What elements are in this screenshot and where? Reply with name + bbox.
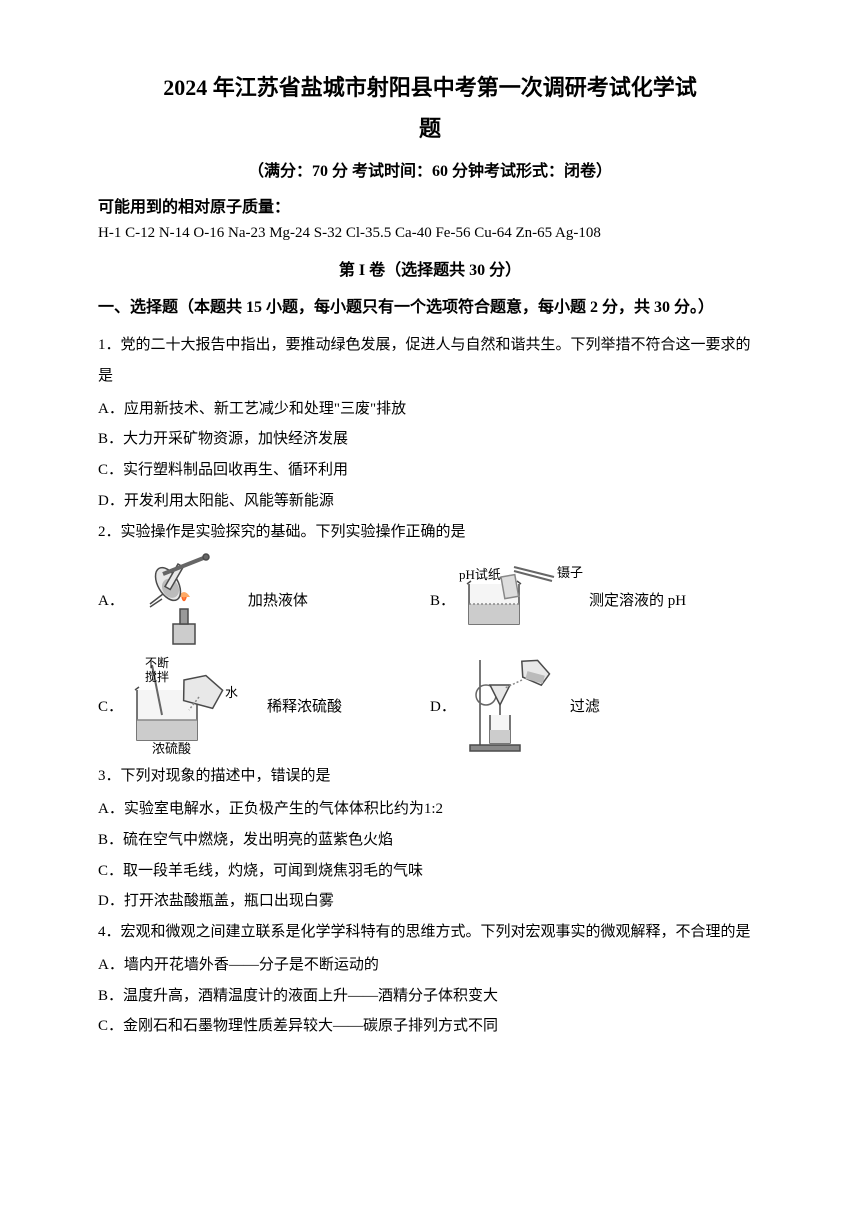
q4-option-c: C．金刚石和石墨物理性质差异较大——碳原子排列方式不同 xyxy=(98,1011,762,1042)
q4-stem: 4．宏观和微观之间建立联系是化学学科特有的思维方式。下列对宏观事实的微观解释，不… xyxy=(98,917,762,948)
filter-diagram xyxy=(460,655,570,755)
exam-title-line2: 题 xyxy=(98,111,762,143)
stir-label-2: 搅拌 xyxy=(145,669,169,684)
q2-option-d: D． 过滤 xyxy=(430,655,762,755)
q1-option-a: A．应用新技术、新工艺减少和处理"三废"排放 xyxy=(98,394,762,425)
dilute-acid-diagram: 不断 搅拌 水 浓硫酸 xyxy=(127,655,267,755)
acid-label: 浓硫酸 xyxy=(152,741,191,755)
q4-option-a: A．墙内开花墙外香——分子是不断运动的 xyxy=(98,950,762,981)
q2-option-a: A． 加热液体 xyxy=(98,549,430,649)
q3-stem: 3．下列对现象的描述中，错误的是 xyxy=(98,761,762,792)
q2-c-desc: 稀释浓硫酸 xyxy=(267,695,342,716)
atomic-mass-label: 可能用到的相对原子质量： xyxy=(98,193,762,217)
stir-label-1: 不断 xyxy=(145,655,169,670)
q3-option-c: C．取一段羊毛线，灼烧，可闻到烧焦羽毛的气味 xyxy=(98,856,762,887)
ph-paper-label: pH试纸 xyxy=(459,567,501,582)
q2-c-label: C． xyxy=(98,695,123,716)
tweezers-label: 镊子 xyxy=(557,565,583,580)
q3-option-a: A．实验室电解水，正负极产生的气体体积比约为1:2 xyxy=(98,794,762,825)
q2-b-desc: 测定溶液的 pH xyxy=(589,589,686,610)
q2-d-desc: 过滤 xyxy=(570,695,600,716)
q4-option-b: B．温度升高，酒精温度计的液面上升——酒精分子体积变大 xyxy=(98,981,762,1012)
q2-a-label: A． xyxy=(98,589,124,610)
q2-option-c: C． 不断 搅拌 水 浓硫酸 稀释浓硫酸 xyxy=(98,655,430,755)
section-header: 第 I 卷（选择题共 30 分） xyxy=(98,256,762,280)
q1-option-d: D．开发利用太阳能、风能等新能源 xyxy=(98,486,762,517)
q3-option-b: B．硫在空气中燃烧，发出明亮的蓝紫色火焰 xyxy=(98,825,762,856)
q1-option-c: C．实行塑料制品回收再生、循环利用 xyxy=(98,455,762,486)
exam-title-line1: 2024 年江苏省盐城市射阳县中考第一次调研考试化学试 xyxy=(98,70,762,105)
ph-test-diagram: pH试纸 镊子 xyxy=(459,559,589,639)
atomic-mass-values: H-1 C-12 N-14 O-16 Na-23 Mg-24 S-32 Cl-3… xyxy=(98,225,762,242)
q2-row-cd: C． 不断 搅拌 水 浓硫酸 稀释浓硫酸 D． xyxy=(98,655,762,755)
section-title: 一、选择题（本题共 15 小题，每小题只有一个选项符合题意，每小题 2 分，共 … xyxy=(98,292,762,324)
exam-info: （满分：70 分 考试时间：60 分钟考试形式：闭卷） xyxy=(98,157,762,181)
q2-d-label: D． xyxy=(430,695,456,716)
heating-liquid-diagram xyxy=(128,549,248,649)
water-label: 水 xyxy=(225,685,238,700)
q2-row-ab: A． 加热液体 B． xyxy=(98,549,762,649)
q1-option-b: B．大力开采矿物资源，加快经济发展 xyxy=(98,424,762,455)
q2-stem: 2．实验操作是实验探究的基础。下列实验操作正确的是 xyxy=(98,517,762,548)
q2-option-b: B． pH试纸 镊子 测定溶液的 pH xyxy=(430,559,762,639)
q1-stem: 1．党的二十大报告中指出，要推动绿色发展，促进人与自然和谐共生。下列举措不符合这… xyxy=(98,330,762,392)
q2-b-label: B． xyxy=(430,589,455,610)
q3-option-d: D．打开浓盐酸瓶盖，瓶口出现白雾 xyxy=(98,886,762,917)
q2-a-desc: 加热液体 xyxy=(248,589,308,610)
